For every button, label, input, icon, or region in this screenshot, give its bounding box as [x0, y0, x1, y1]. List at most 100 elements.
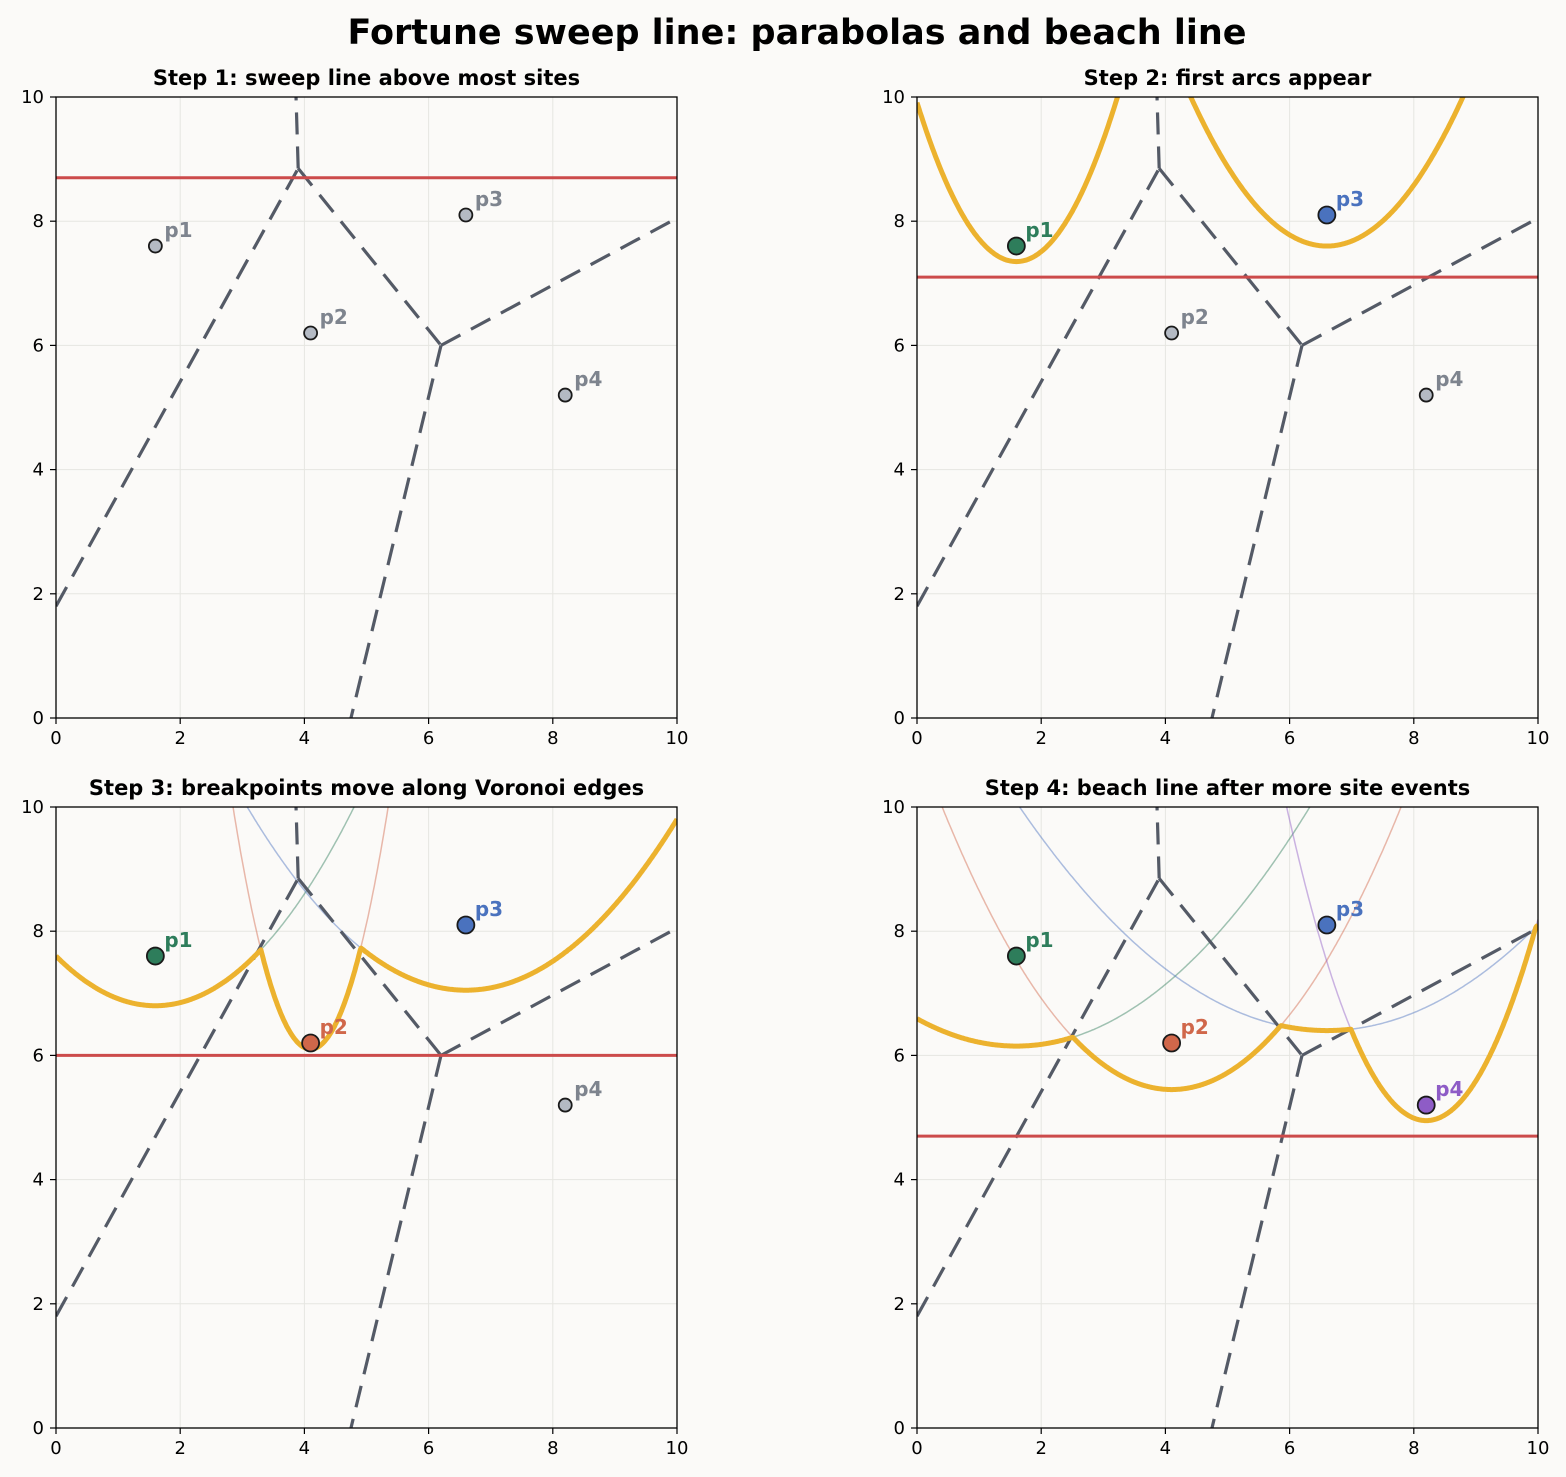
voronoi-edge — [440, 926, 677, 1057]
site-label-p3: p3 — [475, 897, 503, 921]
x-tick-label: 6 — [423, 1438, 434, 1459]
x-tick-label: 4 — [1160, 728, 1171, 749]
panel-3: Step 3: breakpoints move along Voronoi e… — [21, 776, 689, 1459]
x-tick-label: 4 — [1160, 1438, 1171, 1459]
voronoi-edge — [296, 167, 443, 347]
site-p4 — [1416, 1095, 1436, 1115]
x-tick-label: 10 — [1527, 728, 1550, 749]
site-p3 — [1317, 915, 1337, 935]
y-tick-label: 6 — [894, 335, 905, 356]
voronoi-edge — [1155, 807, 1161, 879]
beach-arc-p1 — [917, 97, 1121, 265]
panel-title: Step 3: breakpoints move along Voronoi e… — [89, 776, 644, 800]
y-tick-label: 8 — [894, 211, 905, 232]
site-p2 — [303, 325, 319, 341]
voronoi-edge — [1210, 345, 1304, 718]
voronoi-edge — [917, 167, 1161, 607]
voronoi-edge — [1157, 167, 1304, 347]
axes-frame — [916, 806, 1539, 1429]
site-label-p1: p1 — [1025, 218, 1053, 242]
voronoi-edge — [917, 877, 1161, 1317]
y-tick-label: 0 — [894, 1418, 905, 1439]
y-tick-label: 0 — [33, 1418, 44, 1439]
site-p2 — [1164, 325, 1180, 341]
site-label-p4: p4 — [574, 367, 602, 391]
panel-title: Step 1: sweep line above most sites — [153, 66, 580, 90]
axes-frame — [55, 806, 678, 1429]
x-tick-label: 8 — [1408, 1438, 1419, 1459]
voronoi-edge — [1155, 97, 1161, 169]
axes-frame — [916, 96, 1539, 719]
site-label-p2: p2 — [1181, 305, 1209, 329]
beach-line — [917, 923, 1538, 1124]
x-tick-label: 0 — [50, 728, 61, 749]
site-p1 — [145, 946, 165, 966]
parabola-p2 — [232, 807, 389, 1050]
voronoi-edge — [1301, 216, 1538, 347]
site-label-p3: p3 — [475, 187, 503, 211]
x-tick-label: 8 — [547, 728, 558, 749]
y-tick-label: 8 — [894, 921, 905, 942]
site-label-p3: p3 — [1336, 187, 1364, 211]
site-p2 — [1162, 1033, 1182, 1053]
y-tick-label: 8 — [33, 921, 44, 942]
axes-frame — [55, 96, 678, 719]
beach-arc-p3 — [1188, 97, 1466, 249]
beach-line — [56, 817, 677, 1052]
voronoi-edge — [349, 345, 443, 718]
plot-area — [56, 97, 677, 718]
plot-area — [56, 807, 677, 1428]
x-tick-label: 2 — [1035, 1438, 1046, 1459]
voronoi-edge — [349, 1055, 443, 1428]
voronoi-edge — [294, 97, 300, 169]
x-tick-label: 2 — [174, 728, 185, 749]
y-tick-label: 4 — [894, 1170, 905, 1191]
site-p1 — [147, 238, 163, 254]
site-p2 — [301, 1033, 321, 1053]
x-tick-label: 6 — [423, 728, 434, 749]
site-label-p2: p2 — [320, 305, 348, 329]
y-tick-label: 4 — [894, 460, 905, 481]
y-tick-label: 10 — [21, 797, 44, 818]
site-p4 — [557, 1097, 573, 1113]
y-tick-label: 6 — [894, 1045, 905, 1066]
site-label-p3: p3 — [1336, 897, 1364, 921]
y-tick-label: 0 — [894, 708, 905, 729]
site-label-p1: p1 — [1025, 928, 1053, 952]
site-label-p2: p2 — [1181, 1015, 1209, 1039]
x-tick-label: 10 — [666, 1438, 689, 1459]
y-tick-label: 2 — [894, 1294, 905, 1315]
site-p4 — [1418, 387, 1434, 403]
site-label-p1: p1 — [164, 928, 192, 952]
parabola-p1 — [56, 807, 355, 1007]
parabola-p1 — [917, 807, 1311, 1047]
panel-1: Step 1: sweep line above most sites p1 p2 p… — [21, 66, 688, 749]
y-tick-label: 8 — [33, 211, 44, 232]
site-p4 — [557, 387, 573, 403]
y-tick-label: 10 — [882, 797, 905, 818]
site-p1 — [1006, 946, 1026, 966]
voronoi-edge — [296, 877, 443, 1057]
site-label-p4: p4 — [1435, 367, 1463, 391]
site-label-p4: p4 — [1435, 1077, 1463, 1101]
voronoi-edge — [440, 216, 677, 347]
plot-area — [917, 97, 1538, 718]
x-tick-label: 4 — [299, 728, 310, 749]
plot-area — [917, 807, 1538, 1428]
site-p3 — [456, 915, 476, 935]
x-tick-label: 0 — [911, 1438, 922, 1459]
x-tick-label: 6 — [1284, 728, 1295, 749]
x-tick-label: 6 — [1284, 1438, 1295, 1459]
figure-title: Fortune sweep line: parabolas and beach … — [348, 13, 1247, 53]
x-tick-label: 2 — [1035, 728, 1046, 749]
y-tick-label: 10 — [21, 87, 44, 108]
site-label-p1: p1 — [164, 218, 192, 242]
site-label-p2: p2 — [320, 1015, 348, 1039]
y-tick-label: 2 — [33, 1294, 44, 1315]
voronoi-edge — [1210, 1055, 1304, 1428]
y-tick-label: 4 — [33, 460, 44, 481]
site-label-p4: p4 — [574, 1077, 602, 1101]
voronoi-edge — [294, 807, 300, 879]
x-tick-label: 10 — [666, 728, 689, 749]
